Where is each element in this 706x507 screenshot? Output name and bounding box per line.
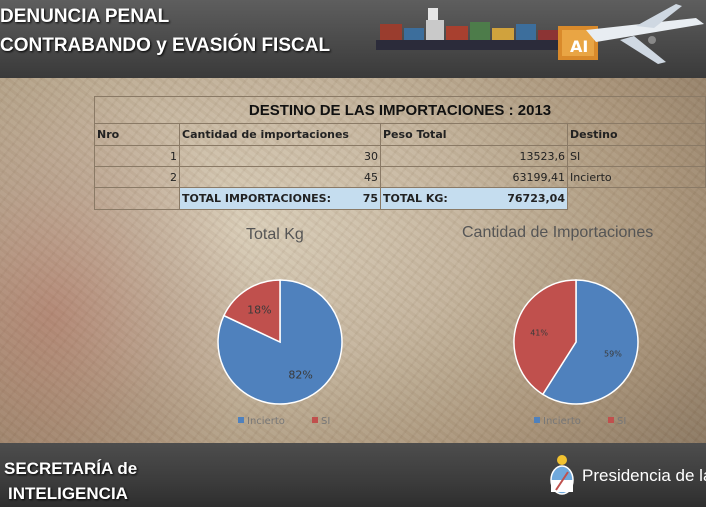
total-imports-label: TOTAL IMPORTACIONES: [182,192,332,205]
totals-row: TOTAL IMPORTACIONES: 75 TOTAL KG: 76723,… [94,187,706,210]
total-kg-cell: TOTAL KG: 76723,04 [380,187,568,210]
cell-cantidad: 45 [179,166,381,188]
legend-swatch [534,417,540,423]
col-header: Peso Total [380,123,568,146]
pie-slice-incierto [541,279,639,405]
table-header-row: Nro Cantidad de importaciones Peso Total… [94,123,706,146]
legend-swatch [608,417,614,423]
legend-label: Incierto [247,416,285,427]
cell-destino: SI [567,145,706,167]
footer-secretaria: SECRETARÍA de [4,459,138,478]
table-row: 2 45 63199,41 Incierto [94,166,706,188]
cargo-plane-image: AI [558,4,704,64]
slice-label: 41% [530,328,548,337]
col-header: Cantidad de importaciones [179,123,381,146]
total-imports-value: 75 [362,192,378,205]
pie-slice-si [513,279,577,396]
legend-label: Incierto [543,416,581,427]
total-kg-label: TOTAL KG: [383,192,448,205]
header-bar: DENUNCIA PENAL CONTRABANDO y EVASIÓN FIS… [0,0,706,78]
slice-label: 59% [604,350,622,359]
argentina-crest-icon [550,455,574,495]
legend-swatch [238,417,244,423]
pie-slice-si [222,279,281,344]
chart-title-cantidad: Cantidad de Importaciones [462,224,654,241]
col-header: Destino [567,123,706,146]
cell-peso: 63199,41 [380,166,568,188]
pie-chart-cantidad: 59% 41% Incierto SI [513,279,639,427]
empty-cell [568,188,706,210]
title-contrabando: CONTRABANDO y EVASIÓN FISCAL [0,35,331,56]
table-title: DESTINO DE LAS IMPORTACIONES : 2013 [94,96,706,124]
slice-label: 18% [247,304,271,317]
cell-destino: Incierto [567,166,706,188]
legend-label: SI [617,416,626,427]
total-kg-value: 76723,04 [507,192,565,205]
presidency-text: Presidencia de la [582,466,706,485]
col-header: Nro [94,123,180,146]
chart-title-total-kg: Total Kg [246,226,304,243]
total-imports-cell: TOTAL IMPORTACIONES: 75 [179,187,381,210]
cell-cantidad: 30 [179,145,381,167]
cell-nro: 2 [94,166,180,188]
cargo-ship-image [376,8,566,50]
legend-label: SI [321,416,330,427]
cell-nro: 1 [94,145,180,167]
slice-label: 82% [288,368,312,381]
imports-table: DESTINO DE LAS IMPORTACIONES : 2013 Nro … [94,96,706,210]
pie-chart-total-kg: 82% 18% Incierto SI [217,279,343,427]
empty-cell [94,187,180,210]
footer-inteligencia: INTELIGENCIA [8,484,128,503]
table-row: 1 30 13523,6 SI [94,145,706,167]
legend-swatch [312,417,318,423]
footer-bar: SECRETARÍA de INTELIGENCIA [0,443,706,507]
svg-text:AI: AI [570,37,588,56]
title-denuncia: DENUNCIA PENAL [0,6,170,27]
cell-peso: 13523,6 [380,145,568,167]
